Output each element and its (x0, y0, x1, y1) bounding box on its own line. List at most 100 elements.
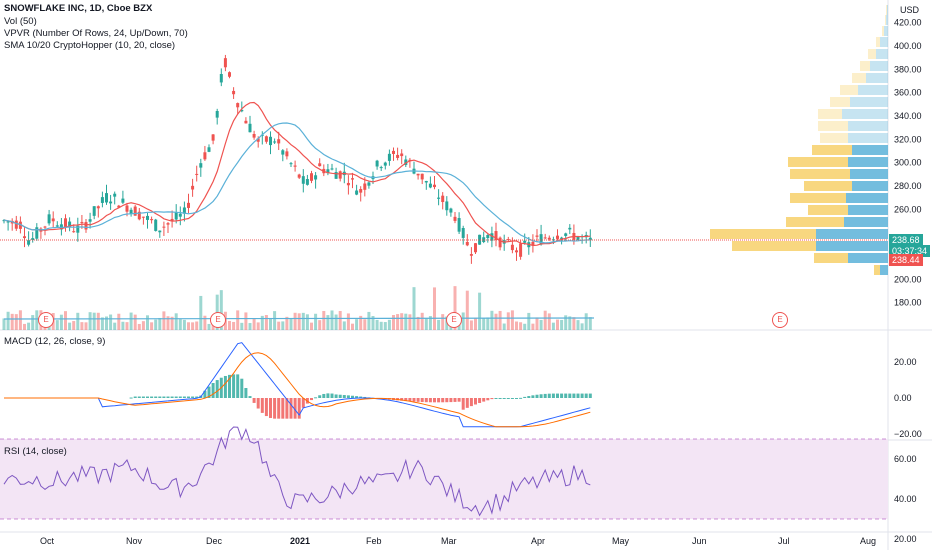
macd-histogram-bar (560, 393, 564, 398)
sma-indicator-label[interactable]: SMA 10/20 CryptoHopper (10, 20, close) (4, 40, 176, 51)
symbol-title[interactable]: SNOWFLAKE INC, 1D, Cboe BZX (4, 3, 153, 14)
volume-profile-up (848, 133, 888, 143)
candle-body (531, 241, 535, 246)
rsi-tick-label: 40.00 (894, 494, 917, 504)
candle-body (560, 237, 564, 239)
volume-bar (551, 322, 555, 330)
volume-indicator-label[interactable]: Vol (50) (4, 16, 37, 27)
macd-histogram-bar (203, 390, 207, 398)
rsi-title[interactable]: RSI (14, close) (4, 446, 67, 457)
volume-bar (23, 323, 26, 330)
candle-body (215, 110, 219, 118)
candle-body (420, 173, 424, 180)
volume-bar (416, 316, 420, 330)
volume-bar (31, 315, 35, 330)
candle-body (55, 225, 59, 227)
macd-tick-label: 20.00 (894, 357, 917, 367)
volume-profile-up (844, 217, 888, 227)
candle-body (244, 120, 248, 124)
price-axis[interactable]: 420.00 400.00 380.00 360.00 340.00 320.00 300.… (894, 18, 922, 544)
macd-histogram-bar (215, 380, 219, 398)
macd-histogram-bar (273, 398, 277, 419)
candle-body (392, 150, 395, 154)
macd-title[interactable]: MACD (12, 26, close, 9) (4, 336, 106, 347)
volume-bar (359, 315, 363, 330)
time-axis[interactable]: Oct Nov Dec 2021 Feb Mar Apr May Jun Jul Aug (40, 536, 876, 546)
volume-profile-up (816, 229, 888, 239)
macd-histogram-bar (445, 398, 449, 403)
macd-histogram-bar (527, 396, 531, 398)
volume-bar (285, 316, 289, 330)
volume-profile-up (876, 49, 888, 59)
candle-body (588, 237, 592, 241)
macd-histogram-bar (556, 393, 559, 398)
volume-bar (166, 316, 170, 330)
time-tick-label: Jun (692, 536, 707, 546)
volume-profile-up (880, 37, 888, 47)
candle-body (494, 231, 498, 241)
macd-histogram-bar (158, 396, 162, 398)
earnings-marker[interactable]: E (38, 312, 54, 328)
macd-histogram-bar (223, 375, 227, 398)
volume-bar (269, 317, 272, 330)
candle-body (207, 147, 211, 152)
volume-bar (92, 312, 96, 330)
volume-bar (260, 315, 264, 330)
candle-body (232, 90, 236, 95)
candle-body (199, 163, 203, 168)
earnings-marker[interactable]: E (210, 312, 226, 328)
volume-bar (490, 310, 494, 330)
macd-histogram-bar (293, 398, 297, 419)
volume-bar (199, 295, 203, 330)
candle-body (18, 221, 22, 229)
macd-histogram-bar (494, 398, 498, 399)
candle-body (445, 201, 449, 211)
macd-histogram-bar (457, 398, 461, 402)
macd-histogram-bar (400, 398, 404, 401)
volume-bar (158, 317, 162, 330)
candle-body (535, 235, 539, 237)
candle-body (367, 182, 371, 186)
volume-profile-up (842, 109, 888, 119)
volume-bar (322, 310, 326, 330)
macd-histogram-bar (584, 393, 588, 398)
macd-histogram-bar (531, 395, 535, 398)
macd-histogram-bar (576, 393, 580, 398)
candle-body (178, 213, 182, 217)
candle-body (326, 169, 330, 174)
macd-histogram-bar (359, 396, 363, 398)
macd-histogram-bar (519, 397, 523, 399)
candle-body (195, 173, 199, 175)
candle-body (88, 219, 92, 222)
volume-bar (363, 319, 367, 330)
candle-body (223, 58, 227, 68)
earnings-marker[interactable]: E (446, 312, 462, 328)
macd-histogram-bar (408, 398, 412, 402)
candle-body (379, 167, 383, 169)
volume-bar (297, 313, 301, 330)
candle-body (31, 238, 35, 240)
candle-body (293, 165, 297, 167)
volume-profile-up (870, 61, 888, 71)
macd-histogram-bar (564, 393, 568, 398)
macd-histogram-bar (285, 398, 289, 419)
candle-body (556, 235, 559, 239)
volume-bar (72, 321, 76, 330)
volume-bar (248, 323, 252, 330)
volume-profile (710, 5, 888, 275)
price-tick-label: 180.00 (894, 298, 922, 308)
candle-body (515, 250, 518, 253)
candle-body (92, 206, 96, 216)
volume-bar (478, 292, 482, 330)
volume-bar (207, 323, 211, 330)
macd-histogram-bar (510, 398, 514, 399)
price-tick-label: 300.00 (894, 158, 922, 168)
earnings-marker[interactable]: E (772, 312, 788, 328)
volume-bar (219, 290, 223, 330)
candle-body (469, 254, 473, 256)
candle-body (256, 138, 260, 142)
candle-body (72, 231, 76, 233)
candle-body (285, 151, 289, 157)
vpvr-indicator-label[interactable]: VPVR (Number Of Rows, 24, Up/Down, 70) (4, 28, 188, 39)
